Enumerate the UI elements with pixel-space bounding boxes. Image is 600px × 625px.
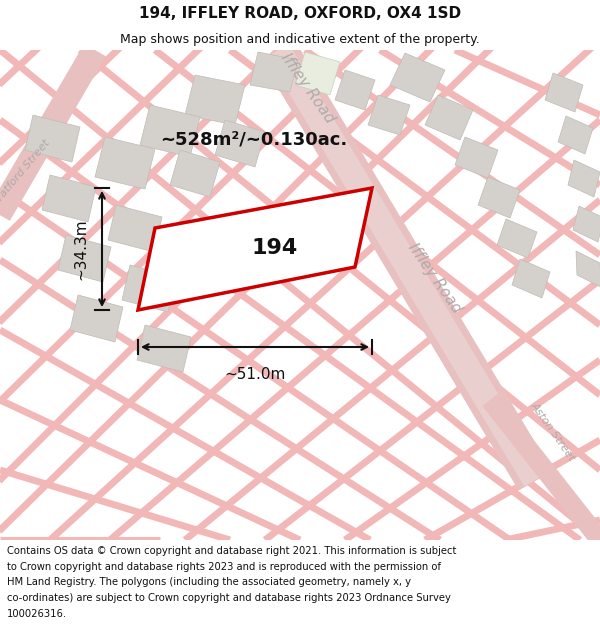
Polygon shape	[108, 205, 162, 252]
Polygon shape	[70, 295, 123, 342]
Text: 194, IFFLEY ROAD, OXFORD, OX4 1SD: 194, IFFLEY ROAD, OXFORD, OX4 1SD	[139, 6, 461, 21]
Polygon shape	[140, 105, 200, 157]
Polygon shape	[25, 115, 80, 162]
Polygon shape	[42, 175, 96, 222]
Polygon shape	[170, 150, 220, 197]
Polygon shape	[576, 251, 600, 287]
Polygon shape	[478, 177, 520, 218]
Polygon shape	[95, 137, 155, 189]
Polygon shape	[425, 95, 473, 140]
Polygon shape	[390, 53, 445, 102]
Polygon shape	[250, 52, 298, 92]
Polygon shape	[545, 73, 583, 112]
Polygon shape	[512, 259, 550, 298]
Polygon shape	[58, 235, 111, 282]
Text: Stratford Street: Stratford Street	[0, 138, 52, 212]
Text: co-ordinates) are subject to Crown copyright and database rights 2023 Ordnance S: co-ordinates) are subject to Crown copyr…	[7, 593, 451, 603]
Polygon shape	[185, 75, 245, 125]
Text: 100026316.: 100026316.	[7, 609, 67, 619]
Polygon shape	[215, 120, 265, 167]
Polygon shape	[295, 52, 340, 95]
Polygon shape	[138, 188, 372, 310]
Polygon shape	[137, 325, 191, 372]
Text: Map shows position and indicative extent of the property.: Map shows position and indicative extent…	[120, 32, 480, 46]
Polygon shape	[368, 95, 410, 135]
Text: 194: 194	[252, 238, 298, 258]
Polygon shape	[455, 137, 498, 178]
Text: ~528m²/~0.130ac.: ~528m²/~0.130ac.	[160, 131, 347, 149]
Text: ~34.3m: ~34.3m	[73, 218, 88, 280]
Text: Iffley Road: Iffley Road	[406, 240, 464, 316]
Polygon shape	[568, 160, 600, 197]
Polygon shape	[497, 219, 537, 258]
Text: Contains OS data © Crown copyright and database right 2021. This information is : Contains OS data © Crown copyright and d…	[7, 546, 457, 556]
Polygon shape	[122, 265, 176, 312]
Polygon shape	[335, 70, 375, 110]
Text: Iffley Road: Iffley Road	[278, 50, 338, 126]
Text: ~51.0m: ~51.0m	[224, 367, 286, 382]
Polygon shape	[573, 206, 600, 242]
Polygon shape	[558, 116, 593, 154]
Text: HM Land Registry. The polygons (including the associated geometry, namely x, y: HM Land Registry. The polygons (includin…	[7, 578, 411, 587]
Text: Aston Street: Aston Street	[529, 401, 577, 463]
Text: to Crown copyright and database rights 2023 and is reproduced with the permissio: to Crown copyright and database rights 2…	[7, 562, 441, 572]
